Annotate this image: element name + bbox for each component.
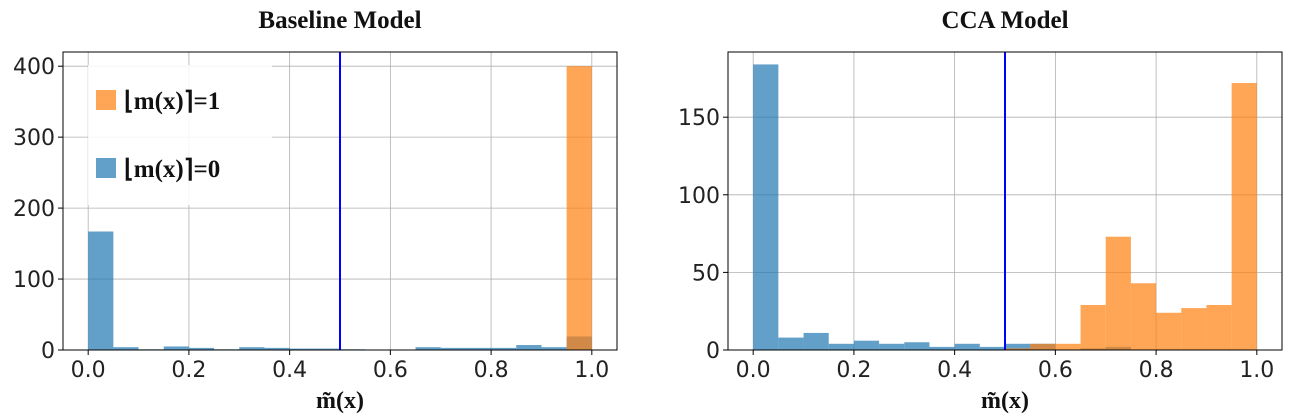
x-tick-label: 1.0 — [1239, 358, 1274, 383]
legend-swatch — [96, 158, 116, 178]
y-tick-label: 150 — [678, 106, 720, 131]
y-tick-label: 300 — [13, 126, 55, 151]
x-tick-label: 0.8 — [1139, 358, 1174, 383]
bar — [465, 347, 492, 350]
bar — [828, 343, 854, 350]
bar — [929, 346, 955, 350]
bar — [314, 348, 340, 350]
bar — [516, 345, 542, 350]
y-tick-label: 0 — [41, 339, 55, 364]
bar — [1130, 283, 1157, 350]
x-tick-label: 1.0 — [574, 358, 609, 383]
bar — [289, 348, 315, 350]
bar — [803, 332, 829, 350]
legend-label: ⌊m(x)⌉=0 — [124, 156, 220, 183]
bar — [1055, 343, 1081, 350]
bar — [566, 66, 592, 350]
bar — [1005, 343, 1031, 350]
bar — [1181, 308, 1207, 350]
legend-box — [88, 65, 272, 205]
y-tick-label: 400 — [13, 55, 55, 80]
chart-title: Baseline Model — [258, 7, 421, 34]
bar — [188, 347, 215, 350]
legend-label: ⌊m(x)⌉=1 — [124, 88, 220, 115]
y-tick-label: 0 — [706, 339, 720, 364]
bar — [778, 337, 804, 350]
x-tick-label: 0.0 — [71, 358, 106, 383]
x-tick-label: 0.4 — [272, 358, 307, 383]
bar — [1005, 348, 1031, 350]
y-tick-label: 100 — [13, 268, 55, 293]
bar — [853, 340, 880, 350]
bar — [163, 346, 189, 350]
y-tick-label: 50 — [692, 261, 720, 286]
x-axis-label: m̃(x) — [981, 388, 1029, 414]
plot-frame — [727, 51, 1283, 351]
x-tick-label: 0.2 — [836, 358, 871, 383]
bar — [954, 343, 980, 350]
bar — [1156, 312, 1182, 350]
bar — [753, 64, 779, 351]
y-tick-label: 200 — [13, 197, 55, 222]
bar — [1105, 236, 1131, 350]
x-tick-label: 0.0 — [736, 358, 771, 383]
x-axis-label: m̃(x) — [316, 388, 364, 414]
plot-frame — [62, 51, 618, 351]
y-tick-label: 100 — [678, 184, 720, 209]
bar — [264, 347, 290, 350]
bar — [1030, 343, 1056, 350]
x-tick-label: 0.4 — [937, 358, 972, 383]
x-tick-label: 0.8 — [474, 358, 509, 383]
bar — [415, 347, 441, 350]
bar — [88, 231, 114, 350]
bar — [1206, 304, 1232, 350]
bar — [541, 347, 567, 350]
bar — [979, 346, 1005, 350]
bar — [491, 347, 517, 350]
bar — [239, 347, 265, 350]
bar — [1231, 83, 1257, 351]
legend-swatch — [96, 90, 116, 110]
chart-title: CCA Model — [941, 7, 1068, 34]
bar — [113, 347, 139, 350]
bar — [904, 342, 930, 350]
x-tick-label: 0.2 — [171, 358, 206, 383]
x-tick-label: 0.6 — [373, 358, 408, 383]
x-tick-label: 0.6 — [1038, 358, 1073, 383]
bar — [440, 347, 466, 350]
bar — [1080, 304, 1106, 350]
bar — [879, 343, 905, 350]
